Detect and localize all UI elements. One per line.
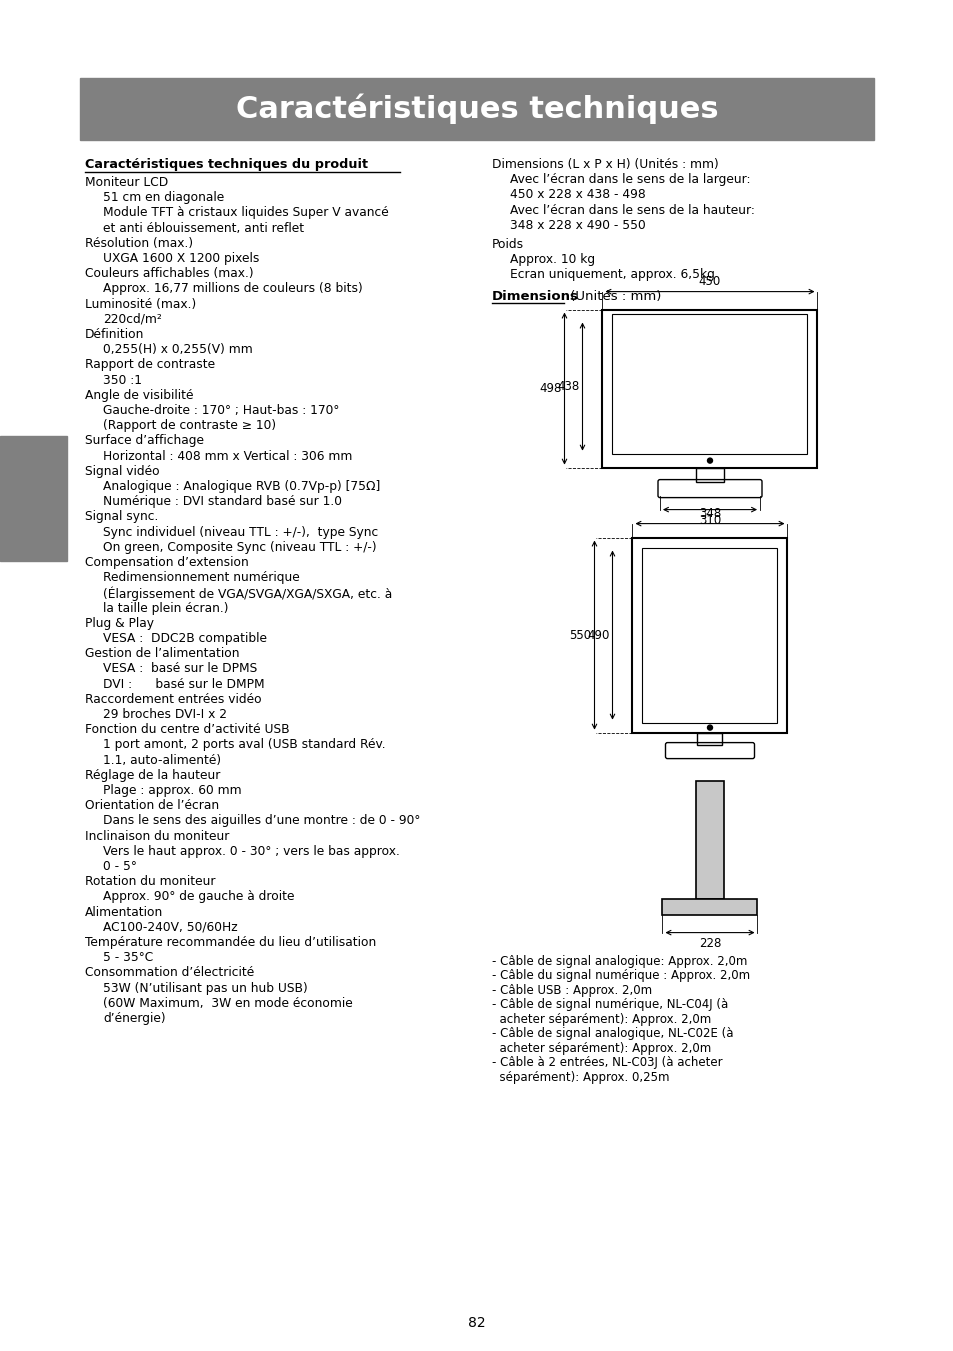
Text: 0,255(H) x 0,255(V) mm: 0,255(H) x 0,255(V) mm <box>103 343 253 357</box>
Text: Compensation d’extension: Compensation d’extension <box>85 557 249 569</box>
Bar <box>632 538 786 732</box>
Text: Consommation d’électricité: Consommation d’électricité <box>85 966 254 979</box>
Text: (Rapport de contraste ≥ 10): (Rapport de contraste ≥ 10) <box>103 419 275 432</box>
Text: Dans le sens des aiguilles d’une montre : de 0 - 90°: Dans le sens des aiguilles d’une montre … <box>103 815 420 827</box>
Text: - Câble USB : Approx. 2,0m: - Câble USB : Approx. 2,0m <box>492 984 652 997</box>
Text: Plug & Play: Plug & Play <box>85 617 153 630</box>
Bar <box>696 467 723 481</box>
Bar <box>641 547 777 723</box>
Text: 0 - 5°: 0 - 5° <box>103 861 136 873</box>
Text: Définition: Définition <box>85 328 144 340</box>
Text: 51 cm en diagonale: 51 cm en diagonale <box>103 192 224 204</box>
Text: Redimensionnement numérique: Redimensionnement numérique <box>103 571 299 584</box>
Text: Dimensions: Dimensions <box>492 289 578 303</box>
Text: Horizontal : 408 mm x Vertical : 306 mm: Horizontal : 408 mm x Vertical : 306 mm <box>103 450 352 462</box>
Text: 438: 438 <box>557 380 578 393</box>
Circle shape <box>707 458 712 463</box>
Text: Inclinaison du moniteur: Inclinaison du moniteur <box>85 830 229 843</box>
Text: Angle de visibilité: Angle de visibilité <box>85 389 193 401</box>
Text: - Câble à 2 entrées, NL-C03J (à acheter: - Câble à 2 entrées, NL-C03J (à acheter <box>492 1056 721 1069</box>
Text: Module TFT à cristaux liquides Super V avancé: Module TFT à cristaux liquides Super V a… <box>103 207 388 219</box>
Text: Résolution (max.): Résolution (max.) <box>85 236 193 250</box>
Text: 350 :1: 350 :1 <box>103 374 142 386</box>
Text: Luminosité (max.): Luminosité (max.) <box>85 297 196 311</box>
Text: Analogique : Analogique RVB (0.7Vp-p) [75Ω]: Analogique : Analogique RVB (0.7Vp-p) [7… <box>103 480 380 493</box>
Text: Dimensions (L x P x H) (Unités : mm): Dimensions (L x P x H) (Unités : mm) <box>492 158 718 172</box>
Text: 53W (N’utilisant pas un hub USB): 53W (N’utilisant pas un hub USB) <box>103 982 308 994</box>
Text: 5 - 35°C: 5 - 35°C <box>103 951 153 965</box>
Text: Vers le haut approx. 0 - 30° ; vers le bas approx.: Vers le haut approx. 0 - 30° ; vers le b… <box>103 844 399 858</box>
Text: Signal sync.: Signal sync. <box>85 511 158 523</box>
Circle shape <box>707 725 712 730</box>
Text: (60W Maximum,  3W en mode économie: (60W Maximum, 3W en mode économie <box>103 997 353 1009</box>
Text: (Unités : mm): (Unités : mm) <box>565 289 660 303</box>
Text: 348: 348 <box>699 507 720 520</box>
Text: Température recommandée du lieu d’utilisation: Température recommandée du lieu d’utilis… <box>85 936 375 948</box>
Text: 498: 498 <box>538 382 561 394</box>
Text: Surface d’affichage: Surface d’affichage <box>85 435 204 447</box>
Text: 228: 228 <box>699 936 720 950</box>
Text: Approx. 10 kg: Approx. 10 kg <box>510 253 595 266</box>
Text: - Câble de signal numérique, NL-C04J (à: - Câble de signal numérique, NL-C04J (à <box>492 998 727 1011</box>
Text: Approx. 16,77 millions de couleurs (8 bits): Approx. 16,77 millions de couleurs (8 bi… <box>103 282 362 296</box>
Text: Rapport de contraste: Rapport de contraste <box>85 358 214 372</box>
Text: Orientation de l’écran: Orientation de l’écran <box>85 800 219 812</box>
Bar <box>661 898 757 915</box>
Text: Gauche-droite : 170° ; Haut-bas : 170°: Gauche-droite : 170° ; Haut-bas : 170° <box>103 404 339 417</box>
Text: VESA :  DDC2B compatible: VESA : DDC2B compatible <box>103 632 267 644</box>
Text: Rotation du moniteur: Rotation du moniteur <box>85 875 215 888</box>
Text: la taille plein écran.): la taille plein écran.) <box>103 601 229 615</box>
Text: Sync individuel (niveau TTL : +/-),  type Sync: Sync individuel (niveau TTL : +/-), type… <box>103 526 377 539</box>
Text: Gestion de l’alimentation: Gestion de l’alimentation <box>85 647 239 661</box>
Text: Signal vidéo: Signal vidéo <box>85 465 159 478</box>
Bar <box>697 732 721 744</box>
Bar <box>0 436 67 561</box>
Text: 29 broches DVI-I x 2: 29 broches DVI-I x 2 <box>103 708 227 721</box>
Text: Caractéristiques techniques: Caractéristiques techniques <box>235 93 718 124</box>
Text: (Élargissement de VGA/SVGA/XGA/SXGA, etc. à: (Élargissement de VGA/SVGA/XGA/SXGA, etc… <box>103 586 392 601</box>
Text: 310: 310 <box>699 513 720 527</box>
Text: Réglage de la hauteur: Réglage de la hauteur <box>85 769 220 782</box>
Text: On green, Composite Sync (niveau TTL : +/-): On green, Composite Sync (niveau TTL : +… <box>103 540 376 554</box>
Text: Approx. 90° de gauche à droite: Approx. 90° de gauche à droite <box>103 890 294 904</box>
Text: Fonction du centre d’activité USB: Fonction du centre d’activité USB <box>85 723 290 736</box>
Text: Alimentation: Alimentation <box>85 905 163 919</box>
Text: Raccordement entrées vidéo: Raccordement entrées vidéo <box>85 693 261 705</box>
Bar <box>612 313 806 454</box>
Text: Moniteur LCD: Moniteur LCD <box>85 176 168 189</box>
Text: acheter séparément): Approx. 2,0m: acheter séparément): Approx. 2,0m <box>492 1042 711 1055</box>
Text: - Câble du signal numérique : Approx. 2,0m: - Câble du signal numérique : Approx. 2,… <box>492 969 749 982</box>
Text: et anti éblouissement, anti reflet: et anti éblouissement, anti reflet <box>103 222 304 235</box>
Text: Poids: Poids <box>492 238 523 251</box>
Text: Caractéristiques techniques du produit: Caractéristiques techniques du produit <box>85 158 368 172</box>
Text: AC100-240V, 50/60Hz: AC100-240V, 50/60Hz <box>103 921 237 934</box>
Text: 348 x 228 x 490 - 550: 348 x 228 x 490 - 550 <box>510 219 645 232</box>
Bar <box>602 309 817 467</box>
Text: 490: 490 <box>586 628 609 642</box>
Text: - Câble de signal analogique: Approx. 2,0m: - Câble de signal analogique: Approx. 2,… <box>492 955 746 967</box>
Bar <box>696 781 723 898</box>
Text: acheter séparément): Approx. 2,0m: acheter séparément): Approx. 2,0m <box>492 1013 711 1025</box>
Text: 450: 450 <box>699 274 720 288</box>
Text: 450 x 228 x 438 - 498: 450 x 228 x 438 - 498 <box>510 188 645 201</box>
Bar <box>80 78 873 141</box>
Text: d’énergie): d’énergie) <box>103 1012 166 1025</box>
Text: 1.1, auto-alimenté): 1.1, auto-alimenté) <box>103 754 221 766</box>
Text: Avec l’écran dans le sens de la largeur:: Avec l’écran dans le sens de la largeur: <box>510 173 750 186</box>
Text: Ecran uniquement, approx. 6,5kg: Ecran uniquement, approx. 6,5kg <box>510 269 714 281</box>
Text: UXGA 1600 X 1200 pixels: UXGA 1600 X 1200 pixels <box>103 253 259 265</box>
Text: DVI :      basé sur le DMPM: DVI : basé sur le DMPM <box>103 678 264 690</box>
Text: 220cd/m²: 220cd/m² <box>103 313 162 326</box>
Text: - Câble de signal analogique, NL-C02E (à: - Câble de signal analogique, NL-C02E (à <box>492 1027 733 1040</box>
Text: Couleurs affichables (max.): Couleurs affichables (max.) <box>85 267 253 280</box>
Text: 82: 82 <box>468 1316 485 1329</box>
Text: VESA :  basé sur le DPMS: VESA : basé sur le DPMS <box>103 662 257 676</box>
Text: 1 port amont, 2 ports aval (USB standard Rév.: 1 port amont, 2 ports aval (USB standard… <box>103 739 385 751</box>
Text: Numérique : DVI standard basé sur 1.0: Numérique : DVI standard basé sur 1.0 <box>103 496 341 508</box>
Text: Plage : approx. 60 mm: Plage : approx. 60 mm <box>103 784 241 797</box>
Text: Avec l’écran dans le sens de la hauteur:: Avec l’écran dans le sens de la hauteur: <box>510 204 754 216</box>
Text: 550: 550 <box>569 628 591 642</box>
Text: séparément): Approx. 0,25m: séparément): Approx. 0,25m <box>492 1070 669 1084</box>
